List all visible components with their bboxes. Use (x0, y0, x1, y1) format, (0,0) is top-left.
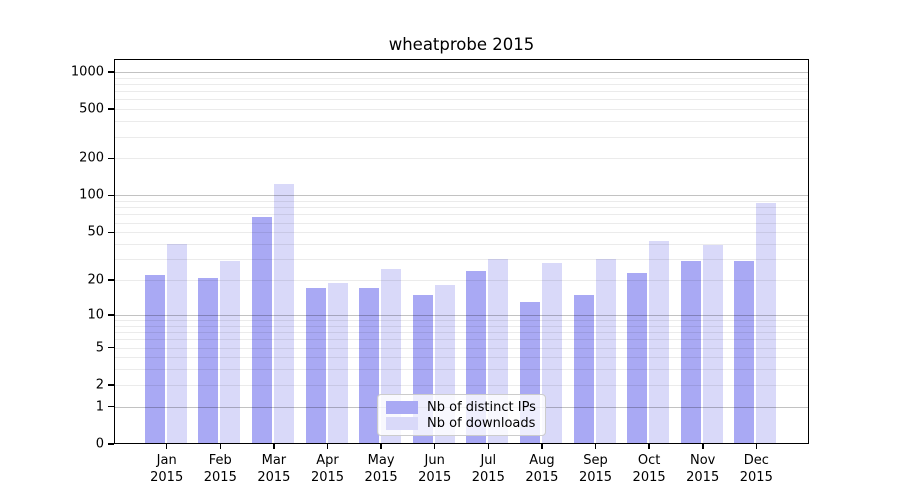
y-tick-mark-200 (108, 157, 114, 160)
x-tick-label-jul: Jul 2015 (471, 453, 505, 485)
x-tick-mark-dec (755, 444, 758, 449)
y-tick-mark-10 (108, 314, 114, 316)
plot-area: Nb of distinct IPs Nb of downloads (114, 59, 809, 444)
legend-swatch-downloads (386, 417, 418, 430)
bar-distinct-ips-sep (573, 294, 594, 444)
y-tick-label-50: 50 (87, 224, 104, 240)
bar-distinct-ips-dec (734, 260, 755, 444)
bar-distinct-ips-nov (680, 260, 701, 444)
y-tick-label-200: 200 (79, 150, 104, 166)
y-tick-mark-500 (108, 108, 114, 110)
bar-distinct-ips-mar (251, 216, 272, 444)
x-tick-label-may: May 2015 (364, 453, 398, 485)
legend-item-downloads: Nb of downloads (386, 416, 537, 431)
x-tick-label-feb: Feb 2015 (203, 453, 237, 485)
bar-downloads-nov (702, 245, 723, 444)
y-tick-mark-20 (108, 279, 114, 281)
y-tick-label-500: 500 (79, 101, 104, 117)
bar-downloads-sep (595, 259, 616, 444)
y-tick-label-1: 1 (95, 399, 104, 415)
x-tick-label-mar: Mar 2015 (257, 453, 291, 485)
x-tick-mark-apr (326, 444, 329, 449)
bar-downloads-dec (756, 203, 777, 444)
bar-distinct-ips-may (359, 288, 380, 444)
x-tick-mark-feb (219, 444, 222, 449)
bar-downloads-jan (166, 244, 187, 444)
y-tick-label-10: 10 (87, 307, 104, 323)
x-tick-mark-jul (487, 444, 490, 449)
x-tick-mark-oct (648, 444, 650, 449)
y-tick-mark-1 (108, 405, 114, 408)
legend: Nb of distinct IPs Nb of downloads (377, 394, 546, 436)
y-tick-mark-50 (108, 231, 114, 233)
bars-layer (114, 59, 809, 444)
y-tick-mark-1000 (108, 71, 114, 73)
y-tick-label-0: 0 (95, 436, 104, 452)
x-tick-label-oct: Oct 2015 (632, 453, 666, 485)
y-tick-label-100: 100 (79, 187, 104, 203)
x-tick-mark-sep (594, 444, 597, 449)
legend-item-distinct-ips: Nb of distinct IPs (386, 400, 537, 415)
bar-downloads-aug (541, 262, 562, 444)
y-tick-label-1000: 1000 (70, 64, 104, 80)
x-tick-mark-nov (702, 444, 704, 449)
x-tick-label-nov: Nov 2015 (686, 453, 720, 485)
x-tick-mark-aug (541, 444, 543, 449)
x-tick-mark-may (380, 444, 382, 449)
legend-swatch-distinct-ips (386, 401, 418, 414)
y-tick-mark-5 (108, 346, 114, 349)
bar-distinct-ips-jan (144, 275, 165, 444)
x-tick-label-sep: Sep 2015 (578, 453, 613, 485)
x-tick-label-aug: Aug 2015 (525, 453, 559, 485)
bar-downloads-apr (327, 282, 348, 444)
legend-label-distinct-ips: Nb of distinct IPs (427, 400, 536, 415)
y-tick-mark-2 (108, 384, 114, 386)
x-tick-mark-jan (165, 444, 168, 449)
bar-distinct-ips-apr (305, 288, 326, 444)
y-tick-label-5: 5 (95, 340, 104, 355)
y-tick-label-2: 2 (95, 377, 104, 393)
y-tick-mark-0 (108, 443, 114, 445)
bar-distinct-ips-feb (198, 277, 219, 444)
x-tick-mark-mar (273, 444, 275, 449)
x-tick-label-jun: Jun 2015 (418, 453, 452, 485)
x-tick-label-dec: Dec 2015 (739, 453, 773, 485)
bar-downloads-mar (273, 183, 294, 444)
y-tick-mark-100 (108, 194, 114, 197)
y-tick-label-20: 20 (87, 272, 104, 288)
legend-label-downloads: Nb of downloads (427, 416, 536, 431)
bar-distinct-ips-oct (627, 272, 648, 444)
x-tick-label-jan: Jan 2015 (150, 453, 184, 485)
x-tick-mark-jun (433, 444, 436, 449)
bar-downloads-oct (649, 241, 670, 444)
bar-downloads-feb (220, 260, 241, 444)
chart-title: wheatprobe 2015 (388, 35, 535, 54)
x-tick-label-apr: Apr 2015 (310, 453, 345, 485)
